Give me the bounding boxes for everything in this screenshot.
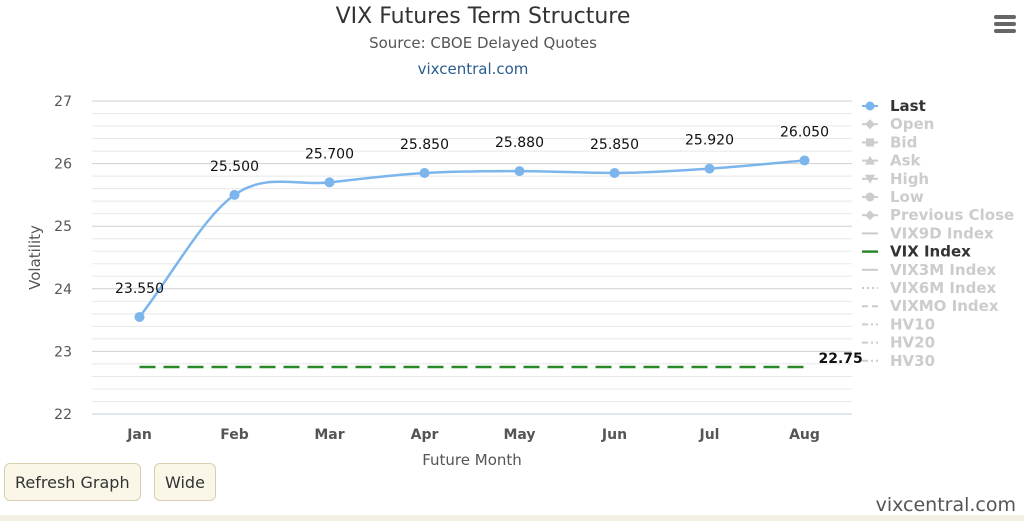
legend-label: Open	[890, 115, 934, 133]
y-tick-label: 22	[54, 407, 72, 423]
last-data-label: 23.550	[115, 281, 164, 297]
chart-subtitle: Source: CBOE Delayed Quotes	[369, 34, 597, 52]
x-tick-label: Jan	[126, 427, 152, 443]
last-data-label: 25.500	[210, 159, 259, 175]
x-tick-label: Aug	[789, 427, 820, 443]
legend-symbol	[866, 138, 874, 147]
last-data-point	[514, 166, 525, 177]
legend-symbol	[865, 192, 875, 202]
legend-item[interactable]: HV10	[862, 315, 935, 333]
x-tick-label: May	[503, 427, 535, 443]
legend-label: Bid	[890, 133, 917, 151]
last-data-label: 25.920	[685, 133, 734, 149]
last-data-point	[609, 167, 620, 178]
legend-label: Previous Close	[890, 206, 1014, 224]
refresh-graph-button[interactable]: Refresh Graph	[4, 463, 141, 501]
legend-item[interactable]: VIXMO Index	[862, 297, 999, 315]
last-data-point	[229, 189, 240, 200]
hamburger-menu-icon[interactable]	[994, 15, 1016, 33]
last-data-label: 26.050	[780, 124, 829, 140]
y-tick-label: 26	[54, 157, 72, 173]
legend-item[interactable]: VIX9D Index	[862, 224, 994, 242]
vix-index-data-label: 22.75	[819, 351, 863, 367]
last-data-point	[324, 177, 335, 188]
legend-label: HV30	[890, 352, 935, 370]
legend-label: HV20	[890, 334, 935, 352]
legend-label: VIX9D Index	[890, 224, 994, 242]
y-tick-label: 25	[54, 219, 72, 235]
legend-symbol	[865, 119, 875, 130]
last-data-point	[419, 167, 430, 178]
legend-label: Ask	[890, 152, 922, 170]
x-tick-label: Mar	[314, 427, 344, 443]
legend-label: High	[890, 170, 929, 188]
legend-item[interactable]: HV20	[862, 334, 935, 352]
legend-item[interactable]: VIX6M Index	[862, 279, 997, 297]
last-data-label: 25.880	[495, 135, 544, 151]
last-data-label: 25.850	[590, 137, 639, 153]
wide-button[interactable]: Wide	[154, 463, 216, 501]
x-tick-label: Feb	[220, 427, 249, 443]
legend-item[interactable]: High	[862, 170, 929, 188]
y-axis-title: Volatility	[26, 225, 44, 290]
legend-label: VIX3M Index	[890, 261, 997, 279]
legend-label: VIX6M Index	[890, 279, 997, 297]
last-data-point	[134, 311, 145, 322]
last-data-label: 25.700	[305, 146, 354, 162]
legend-symbol	[865, 174, 875, 184]
chart-title: VIX Futures Term Structure	[335, 4, 631, 29]
legend-symbol	[865, 101, 875, 111]
legend-item[interactable]: Low	[862, 188, 924, 206]
legend-symbol	[865, 155, 875, 165]
legend-label: Low	[890, 188, 924, 206]
legend-item[interactable]: Previous Close	[862, 206, 1014, 224]
y-tick-label: 23	[54, 344, 72, 360]
legend-item[interactable]: HV30	[862, 352, 935, 370]
last-data-point	[799, 155, 810, 166]
y-tick-label: 27	[54, 94, 72, 110]
x-tick-label: Apr	[411, 427, 439, 443]
legend-item[interactable]: VIX3M Index	[862, 261, 997, 279]
legend-item[interactable]: Last	[862, 97, 926, 115]
x-tick-label: Jun	[601, 427, 627, 443]
legend-item[interactable]: Ask	[862, 152, 922, 170]
legend-label: Last	[890, 97, 926, 115]
legend-symbol	[865, 210, 875, 221]
legend-item[interactable]: VIX Index	[862, 243, 971, 261]
last-data-point	[704, 163, 715, 174]
y-tick-label: 24	[54, 282, 72, 298]
legend-item[interactable]: Bid	[862, 133, 917, 151]
legend-label: VIX Index	[890, 243, 971, 261]
x-tick-label: Jul	[699, 427, 720, 443]
bottom-divider	[0, 515, 1024, 521]
legend-item[interactable]: Open	[862, 115, 934, 133]
footer-brand[interactable]: vixcentral.com	[875, 494, 1016, 516]
legend-label: HV10	[890, 315, 935, 333]
legend-label: VIXMO Index	[890, 297, 999, 315]
last-data-label: 25.850	[400, 137, 449, 153]
source-link[interactable]: vixcentral.com	[417, 60, 529, 78]
x-axis-title: Future Month	[422, 451, 522, 469]
